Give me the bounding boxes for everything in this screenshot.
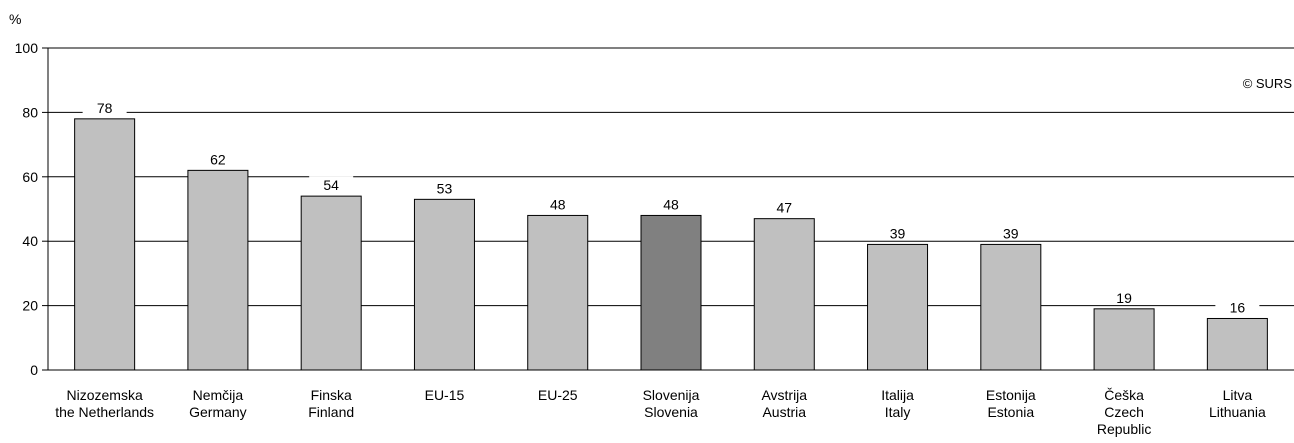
value-label-background	[1102, 288, 1147, 305]
category-label: Italija	[881, 387, 914, 403]
value-label: 53	[437, 180, 453, 196]
category-label: the Netherlands	[55, 404, 154, 420]
bar	[74, 118, 136, 371]
bar	[1093, 308, 1155, 371]
y-axis: 0 20 40 60 80 100	[15, 40, 49, 378]
value-labels: 78 62 54 53 48 48 47 39 39 19 16	[82, 98, 1260, 315]
value-label-background	[875, 224, 920, 241]
y-tick-label: 40	[22, 233, 38, 249]
value-label: 19	[1116, 290, 1132, 306]
value-label-background	[1215, 298, 1260, 315]
category-label: Slovenia	[644, 404, 698, 420]
value-label-background	[649, 195, 693, 212]
bar	[300, 195, 362, 371]
value-label-background	[762, 198, 807, 215]
value-label: 16	[1230, 299, 1246, 315]
value-label-background	[82, 98, 127, 115]
category-label: Finland	[308, 404, 354, 420]
category-label: EU-25	[538, 387, 578, 403]
category-label: EU-15	[425, 387, 465, 403]
value-label: 62	[210, 151, 226, 167]
value-label: 48	[550, 196, 566, 212]
value-label: 39	[890, 225, 906, 241]
source-label: © SURS	[1243, 76, 1293, 91]
value-label: 39	[1003, 225, 1019, 241]
bar	[1206, 317, 1268, 371]
value-label: 54	[323, 177, 339, 193]
category-label: Finska	[311, 387, 352, 403]
y-tick-label: 80	[22, 104, 38, 120]
category-label: Estonia	[987, 404, 1034, 420]
y-tick-label: 20	[22, 298, 38, 314]
bar	[413, 198, 475, 371]
category-label: Lithuania	[1209, 404, 1266, 420]
category-label: Republic	[1097, 421, 1151, 437]
y-tick-label: 100	[15, 40, 39, 56]
category-label: Italy	[885, 404, 911, 420]
category-label: Nemčija	[193, 387, 244, 403]
y-tick-label: 0	[30, 362, 38, 378]
value-label: 48	[663, 196, 679, 212]
value-label-background	[195, 150, 240, 167]
value-label-background	[309, 176, 354, 193]
bar	[527, 214, 589, 371]
category-label: Litva	[1223, 387, 1253, 403]
value-label-background	[535, 195, 580, 212]
bar	[187, 169, 249, 371]
y-axis-unit-label: %	[9, 11, 21, 27]
category-label: Czech	[1104, 404, 1144, 420]
category-label: Germany	[189, 404, 247, 420]
bars	[74, 118, 1268, 371]
category-label: Estonija	[986, 387, 1036, 403]
category-label: Nizozemska	[67, 387, 143, 403]
bar	[980, 243, 1042, 371]
bar	[753, 218, 815, 371]
bar	[867, 243, 929, 371]
value-label-background	[988, 224, 1033, 241]
value-label: 78	[97, 100, 113, 116]
y-tick-label: 60	[22, 169, 38, 185]
category-label: Češka	[1104, 387, 1144, 403]
value-label-background	[422, 179, 467, 196]
category-label: Avstrija	[761, 387, 807, 403]
value-label: 47	[776, 200, 792, 216]
category-label: Slovenija	[643, 387, 700, 403]
category-label: Austria	[762, 404, 806, 420]
bar	[640, 214, 702, 371]
